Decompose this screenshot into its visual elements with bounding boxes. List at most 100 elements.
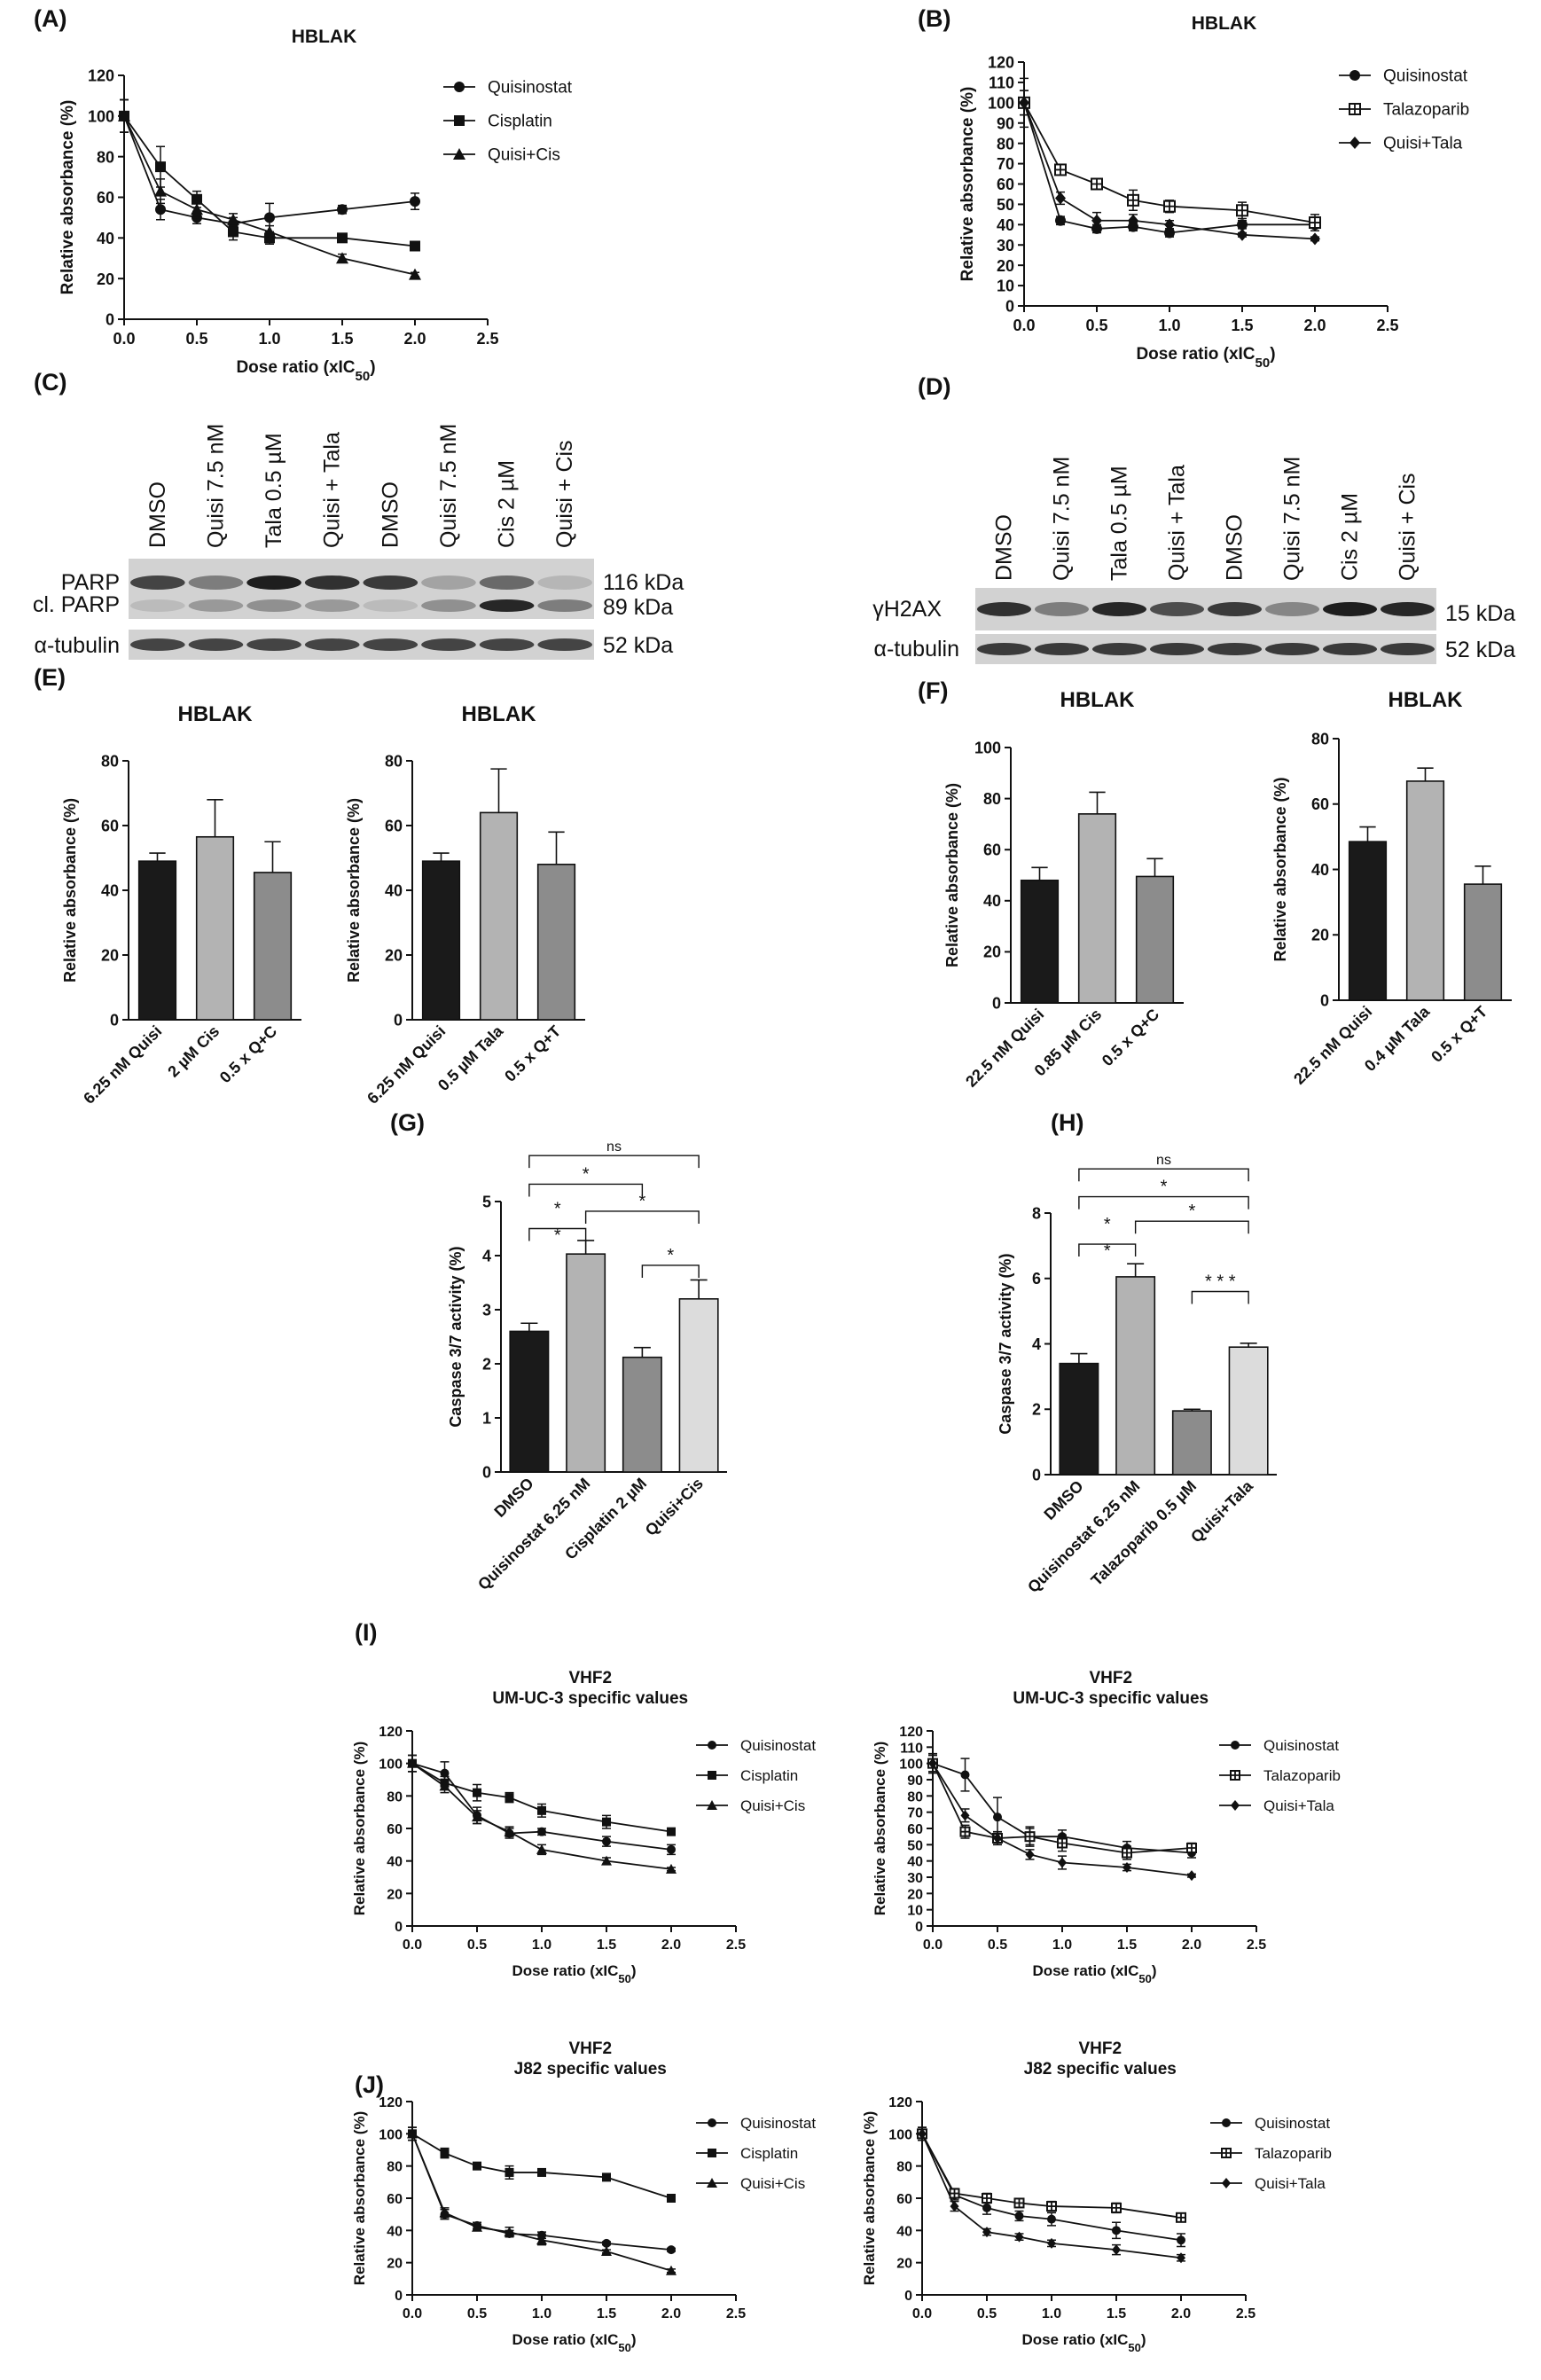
data-point (473, 2161, 481, 2171)
x-axis-title: Dose ratio (xIC50) (1021, 2331, 1146, 2354)
y-tick-label: 120 (379, 1725, 403, 1740)
significance-bracket (641, 1264, 700, 1278)
band-h2ax (977, 602, 1031, 616)
data-point (667, 2245, 676, 2255)
chart-title: HBLAK (1388, 688, 1464, 712)
data-point-cross (950, 2188, 959, 2198)
series-line (411, 2133, 672, 2272)
series-diamond (918, 2126, 1185, 2264)
band-tubulin (1092, 643, 1146, 655)
lane-label: Quisi + Tala (1165, 465, 1190, 581)
x-axis-title: Dose ratio (xIC50) (512, 2331, 636, 2354)
y-axis-title: Caspase 3/7 activity (%) (447, 1246, 465, 1427)
band-cleaved-parp (304, 599, 360, 612)
y-tick-label: 50 (907, 1838, 923, 1853)
data-point (667, 1844, 676, 1854)
y-tick-label: 100 (379, 1758, 403, 1773)
lane-label: Cis 2 µM (1338, 493, 1363, 581)
data-point (950, 2201, 959, 2212)
data-point (536, 1844, 547, 1854)
x-tick-label: 0.0 (403, 2306, 422, 2321)
bar (509, 1330, 550, 1473)
band-cleaved-parp (479, 599, 535, 612)
data-point (118, 109, 130, 121)
data-point (666, 2265, 677, 2275)
data-point (982, 2227, 991, 2238)
x-tick-label: 6.25 nM Quisi (80, 1022, 165, 1108)
x-tick-label: Quisi+Tala (1187, 1476, 1257, 1546)
significance-label: * * * (1205, 1272, 1236, 1292)
legend-label: Talazoparib (1383, 101, 1469, 120)
y-tick-label: 30 (907, 1871, 923, 1886)
y-tick-label: 70 (997, 155, 1014, 173)
data-point (439, 2207, 450, 2218)
data-point (1047, 2237, 1056, 2249)
x-tick-label: 0.0 (113, 330, 135, 348)
band-tubulin (363, 638, 418, 651)
y-tick-label: 0 (992, 994, 1001, 1012)
data-point (960, 1770, 970, 1780)
legend-label: Talazoparib (1263, 1767, 1341, 1784)
series-triangle (407, 2126, 677, 2275)
x-tick-label: Quisi+Cis (642, 1475, 707, 1539)
legend-label: Quisi+Cis (740, 1797, 805, 1814)
y-tick-label: 30 (997, 237, 1014, 254)
x-tick-label: 0.0 (403, 1938, 422, 1953)
lane-label: Quisi 7.5 nM (203, 424, 228, 548)
y-axis-title: Relative absorbance (%) (351, 1742, 368, 1916)
y-tick-label: 8 (1032, 1204, 1041, 1222)
band-tubulin (188, 638, 244, 651)
data-point (1055, 215, 1066, 226)
series-boxsq (917, 2126, 1186, 2223)
legend-marker (1231, 1741, 1240, 1750)
y-tick-label: 20 (896, 2257, 912, 2272)
y-tick-label: 60 (385, 817, 403, 834)
legend-label: Quisi+Cis (488, 146, 560, 165)
y-tick-label: 20 (387, 2257, 403, 2272)
y-tick-label: 100 (88, 107, 114, 125)
y-tick-label: 20 (101, 946, 119, 964)
band-tubulin (1035, 643, 1089, 655)
legend-label: Quisinostat (740, 2115, 816, 2132)
data-point (228, 226, 239, 238)
data-point-cross (1025, 1832, 1035, 1842)
bar (1077, 813, 1117, 1004)
bar (678, 1298, 719, 1473)
data-point (504, 2227, 515, 2237)
panel-label-b: (B) (918, 5, 950, 32)
data-point (536, 2235, 547, 2245)
chart-title: J82 specific values (514, 2060, 667, 2079)
x-tick-label: 1.5 (597, 1938, 616, 1953)
y-tick-label: 40 (1311, 861, 1329, 879)
y-tick-label: 0 (395, 1920, 403, 1935)
x-axis-title: Dose ratio (xIC50) (1032, 1962, 1156, 1985)
data-point (155, 204, 166, 215)
blot-left-label: cl. PARP (33, 592, 120, 617)
x-tick-label: 0.0 (912, 2306, 932, 2321)
blot-right-label: 52 kDa (603, 633, 673, 658)
series-line (411, 1762, 672, 1833)
y-tick-label: 3 (482, 1301, 491, 1319)
legend-label: Quisi+Tala (1263, 1797, 1334, 1814)
legend-marker-cross (1349, 104, 1360, 114)
legend-label: Cisplatin (488, 113, 552, 131)
legend-marker (1222, 2118, 1231, 2127)
chart-a: HBLAK 0 20 40 60 80 100 120 0.0 0.5 1.0 1.5 2.0 2.5 Do… (59, 27, 573, 384)
band-parp (304, 575, 360, 590)
error-bar (548, 831, 565, 865)
data-point (1047, 2214, 1056, 2224)
y-tick-label: 100 (988, 94, 1014, 112)
panel-label-d: (D) (918, 373, 950, 400)
y-tick-label: 80 (1311, 730, 1329, 748)
x-tick-label: 2.0 (1182, 1938, 1201, 1953)
legend-marker (454, 115, 465, 126)
data-point (667, 2194, 676, 2203)
y-tick-label: 10 (907, 1904, 923, 1919)
lane-label: DMSO (992, 514, 1017, 581)
x-tick-label: 0.5 x Q+T (501, 1022, 564, 1085)
band-parp (537, 575, 592, 590)
band-tubulin (977, 643, 1031, 655)
data-point (1128, 214, 1138, 227)
blot-left-label: PARP (61, 570, 120, 595)
series-line (123, 115, 416, 276)
